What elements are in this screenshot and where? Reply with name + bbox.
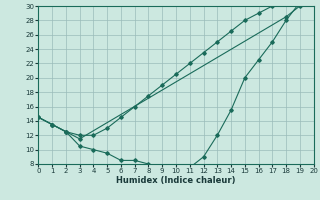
X-axis label: Humidex (Indice chaleur): Humidex (Indice chaleur) bbox=[116, 176, 236, 185]
